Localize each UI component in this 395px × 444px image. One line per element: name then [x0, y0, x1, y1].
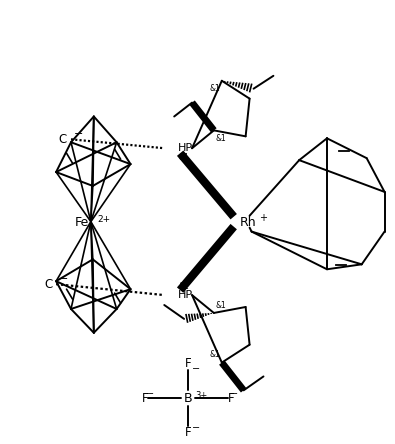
- Text: +: +: [260, 213, 267, 223]
- Text: &1: &1: [216, 134, 227, 143]
- Text: F: F: [228, 392, 234, 405]
- Text: F: F: [185, 426, 192, 439]
- Text: &1: &1: [209, 84, 220, 93]
- Text: HP: HP: [178, 290, 193, 300]
- Text: −: −: [230, 389, 238, 399]
- Text: &1: &1: [178, 153, 189, 162]
- Text: &1: &1: [216, 301, 227, 309]
- Text: 2+: 2+: [98, 215, 111, 224]
- Text: −: −: [192, 364, 200, 373]
- Text: −: −: [74, 129, 83, 139]
- Text: Rh: Rh: [240, 216, 256, 229]
- Text: C: C: [44, 278, 52, 291]
- Text: −: −: [192, 423, 200, 433]
- Text: &1: &1: [178, 281, 189, 291]
- Text: C: C: [59, 133, 67, 146]
- Text: F: F: [142, 392, 149, 405]
- Text: F: F: [185, 357, 192, 370]
- Text: Fe: Fe: [75, 216, 89, 229]
- Text: −: −: [59, 274, 68, 284]
- Text: −: −: [147, 389, 154, 399]
- Text: &1: &1: [209, 350, 220, 359]
- Text: 3+: 3+: [195, 391, 207, 400]
- Text: HP: HP: [178, 143, 193, 153]
- Text: B: B: [184, 392, 192, 405]
